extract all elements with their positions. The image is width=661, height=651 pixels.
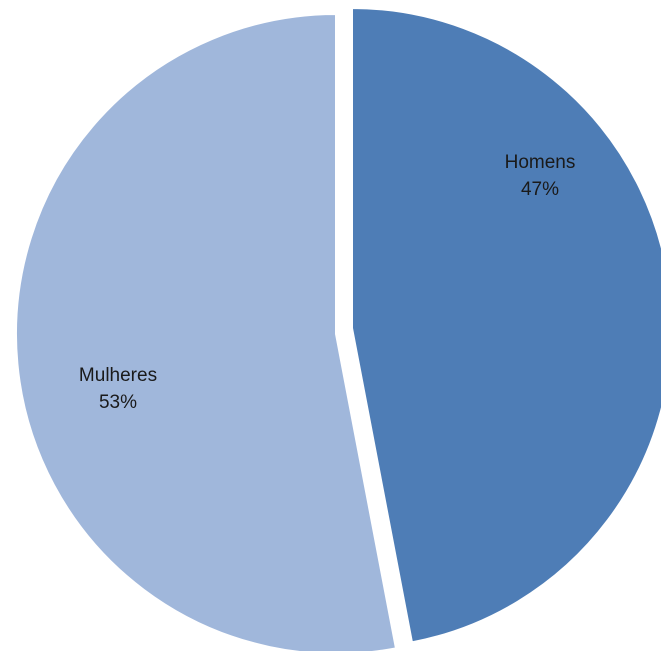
slice-value-label-homens: 47% [521,179,559,200]
pie-slices [14,6,661,651]
pie-labels: Homens 47% Mulheres 53% [79,152,575,413]
pie-slice-mulheres [14,12,398,651]
slice-label-mulheres: Mulheres [79,365,157,386]
slice-value-label-mulheres: 53% [99,392,137,413]
slice-label-homens: Homens [505,152,576,173]
pie-slice-homens [351,6,661,644]
